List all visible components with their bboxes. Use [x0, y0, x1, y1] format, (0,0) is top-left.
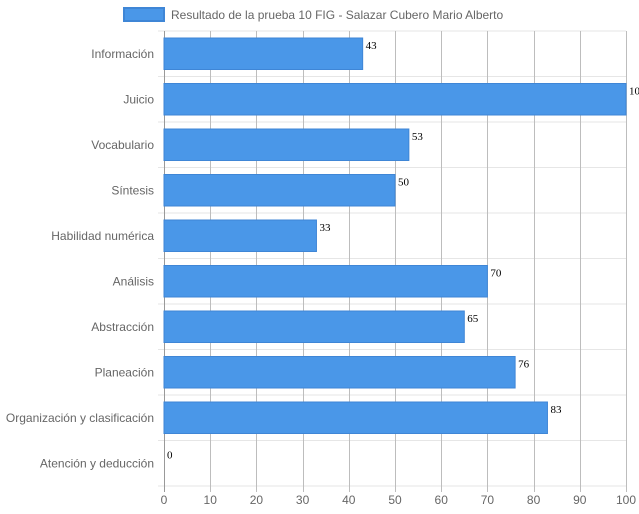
category-label: Atención y deducción: [40, 456, 154, 470]
data-label: 53: [412, 131, 424, 143]
bar[interactable]: [163, 310, 465, 343]
data-label: 0: [167, 450, 173, 462]
category-label: Juicio: [123, 92, 154, 106]
bar[interactable]: [163, 219, 317, 252]
category-label: Síntesis: [111, 183, 154, 197]
x-tick-label: 80: [527, 493, 541, 507]
data-labels: 43 100 53 50 33 70 65 76 83 0: [167, 40, 639, 462]
x-tick-label: 10: [204, 493, 218, 507]
category-label: Habilidad numérica: [51, 229, 154, 243]
x-axis-tick-labels: 0 10 20 30 40 50 60 70 80 90 100: [161, 493, 637, 507]
data-label: 100: [629, 86, 639, 98]
bar[interactable]: [163, 128, 410, 161]
x-tick-label: 20: [250, 493, 264, 507]
bars: [163, 37, 627, 434]
data-label: 70: [490, 268, 502, 280]
legend-swatch: [123, 7, 165, 22]
x-tick-label: 0: [161, 493, 168, 507]
category-label: Organización y clasificación: [6, 411, 154, 425]
category-labels: Información Juicio Vocabulario Síntesis Habi…: [6, 47, 154, 471]
bar[interactable]: [163, 37, 364, 70]
x-tick-label: 60: [435, 493, 449, 507]
bar[interactable]: [163, 174, 396, 207]
legend-label: Resultado de la prueba 10 FIG - Salazar …: [171, 8, 504, 22]
bar[interactable]: [163, 265, 488, 298]
data-label: 65: [467, 313, 479, 325]
bar[interactable]: [163, 83, 627, 116]
x-tick-label: 50: [388, 493, 402, 507]
legend[interactable]: Resultado de la prueba 10 FIG - Salazar …: [123, 7, 504, 22]
bar[interactable]: [163, 356, 516, 389]
x-tick-label: 70: [481, 493, 495, 507]
x-tick-label: 100: [616, 493, 636, 507]
data-label: 43: [366, 40, 378, 52]
bar[interactable]: [163, 401, 548, 434]
x-tick-label: 40: [342, 493, 356, 507]
data-label: 50: [398, 177, 410, 189]
category-label: Vocabulario: [91, 138, 154, 152]
x-tick-label: 90: [573, 493, 587, 507]
category-label: Análisis: [113, 274, 154, 288]
data-label: 83: [550, 404, 562, 416]
category-label: Planeación: [95, 365, 154, 379]
x-tick-label: 30: [296, 493, 310, 507]
data-label: 33: [319, 222, 331, 234]
category-label: Abstracción: [91, 320, 154, 334]
category-label: Información: [91, 47, 154, 61]
data-label: 76: [518, 359, 530, 371]
